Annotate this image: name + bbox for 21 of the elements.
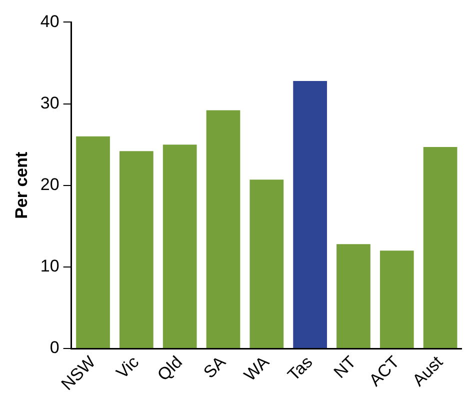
x-tick-label: SA [200, 352, 230, 382]
bar [162, 144, 197, 348]
x-tick-label: Qld [154, 352, 186, 385]
bar [423, 147, 458, 348]
bar [336, 244, 370, 348]
x-tick-label: WA [240, 352, 274, 385]
y-tick-label: 0 [50, 338, 60, 358]
bar [119, 151, 154, 348]
x-tick-label: NT [330, 352, 360, 382]
x-tick-label: Tas [284, 352, 316, 385]
y-tick-label: 20 [40, 175, 60, 194]
y-tick-label: 40 [40, 12, 60, 31]
y-tick-label: 30 [40, 93, 60, 112]
y-tick-label: 10 [40, 256, 60, 276]
bar [250, 180, 284, 348]
bar [76, 136, 110, 348]
bar [293, 80, 327, 348]
bar [206, 110, 240, 348]
bar [380, 250, 414, 348]
y-axis-title: Per cent [12, 151, 31, 219]
x-tick-label: Vic [112, 352, 143, 382]
